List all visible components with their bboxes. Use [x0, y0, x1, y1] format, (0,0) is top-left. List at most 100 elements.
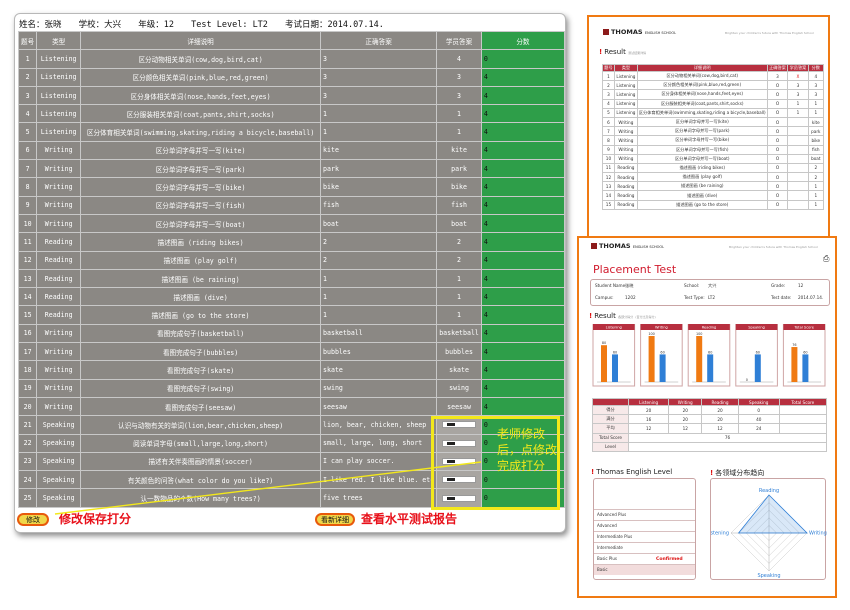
row-score[interactable]: 4	[480, 232, 565, 252]
bar-value-label: 60	[708, 350, 712, 354]
table-row: 1 Listening 区分动物相关单词(cow,dog,bird,cat) 3 X 4	[602, 70, 825, 82]
view-report-button[interactable]: 看新详细	[315, 513, 355, 526]
row-description: 区分颜色相关单词(pink,blue,red,green)	[80, 67, 322, 87]
bar-score	[791, 347, 798, 382]
bar-average	[612, 354, 618, 382]
category-label: Total Score	[793, 326, 814, 330]
row-correct-answer: swing	[320, 378, 438, 398]
row-number: 6	[17, 140, 38, 161]
row-score[interactable]: 4	[480, 378, 565, 398]
table-cell: 3	[602, 89, 615, 100]
footer: 修改 修改保存打分 看新详细 查看水平测试报告	[15, 510, 565, 532]
row-score[interactable]: 4	[480, 177, 565, 197]
table-cell: 13	[602, 181, 615, 192]
row-description: 阅读单词字母(small,large,long,short)	[80, 433, 322, 453]
audio-playback-bar[interactable]	[442, 439, 477, 447]
school-logo: THOMAS ENGLISH SCHOOL	[603, 28, 676, 36]
chart-panel-header	[593, 324, 635, 330]
row-score[interactable]: 4	[480, 104, 565, 124]
radar-heading: 各领域分布趋向	[710, 468, 764, 478]
row-score[interactable]: 0	[480, 451, 565, 472]
row-student-answer: 1	[436, 287, 482, 307]
audio-playback-bar[interactable]	[442, 421, 477, 429]
chart-panel-header	[783, 324, 825, 330]
row-score[interactable]: 4	[480, 268, 565, 289]
table-cell: 描述图画 (go to the store)	[636, 199, 768, 210]
table-cell: 11	[602, 162, 615, 174]
table-cell: 20	[668, 414, 703, 425]
row-description: 描述图画 (riding bikes)	[80, 232, 322, 252]
table-cell: 12	[602, 172, 615, 183]
row-score[interactable]: 4	[480, 287, 565, 307]
row-score[interactable]: 4	[480, 323, 565, 344]
table-cell	[787, 199, 809, 210]
column-header: Listening	[627, 398, 670, 406]
table-cell: O	[766, 107, 789, 118]
table-cell: Writing	[613, 135, 638, 146]
score-bar-chart: Listening8060Writing10060Reading10060Spe…	[592, 324, 826, 387]
table-cell: Listening	[613, 70, 638, 82]
table-cell: Listening	[613, 89, 638, 100]
row-score[interactable]: 0	[480, 488, 565, 508]
row-score[interactable]: 4	[480, 67, 565, 87]
column-header: Total Score	[778, 398, 828, 406]
save-button[interactable]: 修改	[17, 513, 49, 526]
save-label: 修改保存打分	[59, 512, 132, 526]
row-score[interactable]: 4	[480, 159, 565, 179]
table-row: 15 Reading 描述图画 (go to the store) O 1	[602, 199, 825, 210]
table-cell: O	[766, 153, 789, 164]
row-student-answer[interactable]	[436, 433, 482, 453]
row-correct-answer: basketball	[320, 323, 438, 344]
table-cell: boat	[807, 153, 825, 164]
row-score[interactable]: 4	[480, 195, 565, 215]
table-cell: 3	[766, 70, 789, 82]
table-cell: 9	[602, 144, 615, 155]
table-cell: Writing	[613, 116, 638, 128]
row-score[interactable]: 4	[480, 342, 565, 362]
row-score[interactable]: 4	[480, 305, 565, 325]
row-number: 19	[17, 378, 38, 398]
row-student-answer: 1	[436, 268, 482, 289]
row-score[interactable]: 0	[480, 49, 565, 69]
bar-value-label: 60	[613, 350, 617, 354]
table-cell: 区分单词字母并写一写(boat)	[636, 153, 768, 164]
row-description: 区分体育相关单词(swimming,skating,riding a bicyc…	[80, 122, 322, 142]
table-cell: Listening	[613, 98, 638, 109]
row-description: 区分服装相关单词(coat,pants,shirt,socks)	[80, 104, 322, 124]
table-cell: Reading	[613, 172, 638, 183]
row-score[interactable]: 0	[480, 470, 565, 490]
row-type: Writing	[36, 378, 82, 398]
table-cell: 区分身体相关单词(nose,hands,feet,eyes)	[636, 89, 768, 100]
bar-average	[707, 354, 714, 382]
print-icon[interactable]: ⎙	[823, 254, 830, 263]
row-description: 区分单词字母并写一写(bike)	[80, 177, 322, 197]
table-row: 17 Writing 看图完成句子(bubbles) bubbles bubbles 4	[17, 342, 565, 362]
col-description: 详细说明	[80, 30, 322, 51]
row-description: 描述图画 (dive)	[80, 287, 322, 307]
row-score[interactable]: 0	[480, 433, 565, 453]
row-correct-answer: 2	[320, 250, 438, 270]
table-cell: 2	[602, 80, 615, 91]
row-score[interactable]: 4	[480, 85, 565, 106]
row-score[interactable]: 4	[480, 396, 565, 417]
bar-value-label: 100	[696, 332, 702, 336]
row-score[interactable]: 4	[480, 213, 565, 234]
row-score[interactable]: 4	[480, 122, 565, 142]
row-description: 看图完成句子(skate)	[80, 360, 322, 380]
row-number: 10	[17, 213, 38, 234]
category-label: Speaking	[748, 326, 765, 330]
table-cell: 20	[668, 404, 703, 416]
table-cell: O	[766, 116, 789, 128]
row-score[interactable]: 4	[480, 360, 565, 380]
radar-label: Listening	[711, 531, 729, 537]
student-info: 姓名：张晓 学校：大兴 年级：12 Test Level: LT2 考试日期：2…	[19, 18, 396, 30]
row-score[interactable]: 4	[480, 140, 565, 161]
row-number: 3	[17, 85, 38, 106]
row-number: 18	[17, 360, 38, 380]
table-row: 6 Writing 区分单词字母并写一写(kite) kite kite 4	[17, 140, 565, 161]
row-score[interactable]: 4	[480, 250, 565, 270]
radar-label: Speaking	[757, 573, 780, 579]
row-type: Listening	[36, 85, 82, 106]
table-row: 4 Listening 区分服装相关单词(coat,pants,shirt,sock…	[602, 98, 825, 109]
row-number: 23	[17, 451, 38, 472]
